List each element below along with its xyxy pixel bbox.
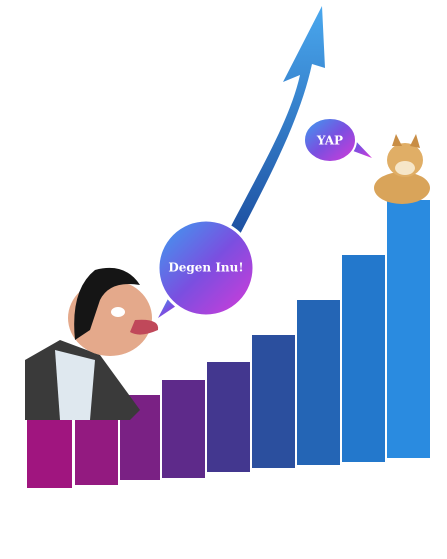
bar: [162, 380, 205, 478]
bubble-text: Degen Inu!: [168, 261, 243, 275]
bar: [342, 255, 385, 462]
bubble-text: YAP: [316, 134, 343, 148]
bar: [297, 300, 340, 465]
speech-bubble: Degen Inu!: [156, 218, 256, 318]
bar: [207, 362, 250, 472]
bars: [27, 200, 430, 488]
bar: [27, 420, 72, 488]
bar: [75, 418, 118, 485]
bar: [387, 200, 430, 458]
speech-bubble: YAP: [303, 117, 372, 163]
rising-arrow: [228, 6, 325, 238]
doge: [374, 134, 430, 204]
man: [25, 267, 159, 420]
bar: [252, 335, 295, 468]
